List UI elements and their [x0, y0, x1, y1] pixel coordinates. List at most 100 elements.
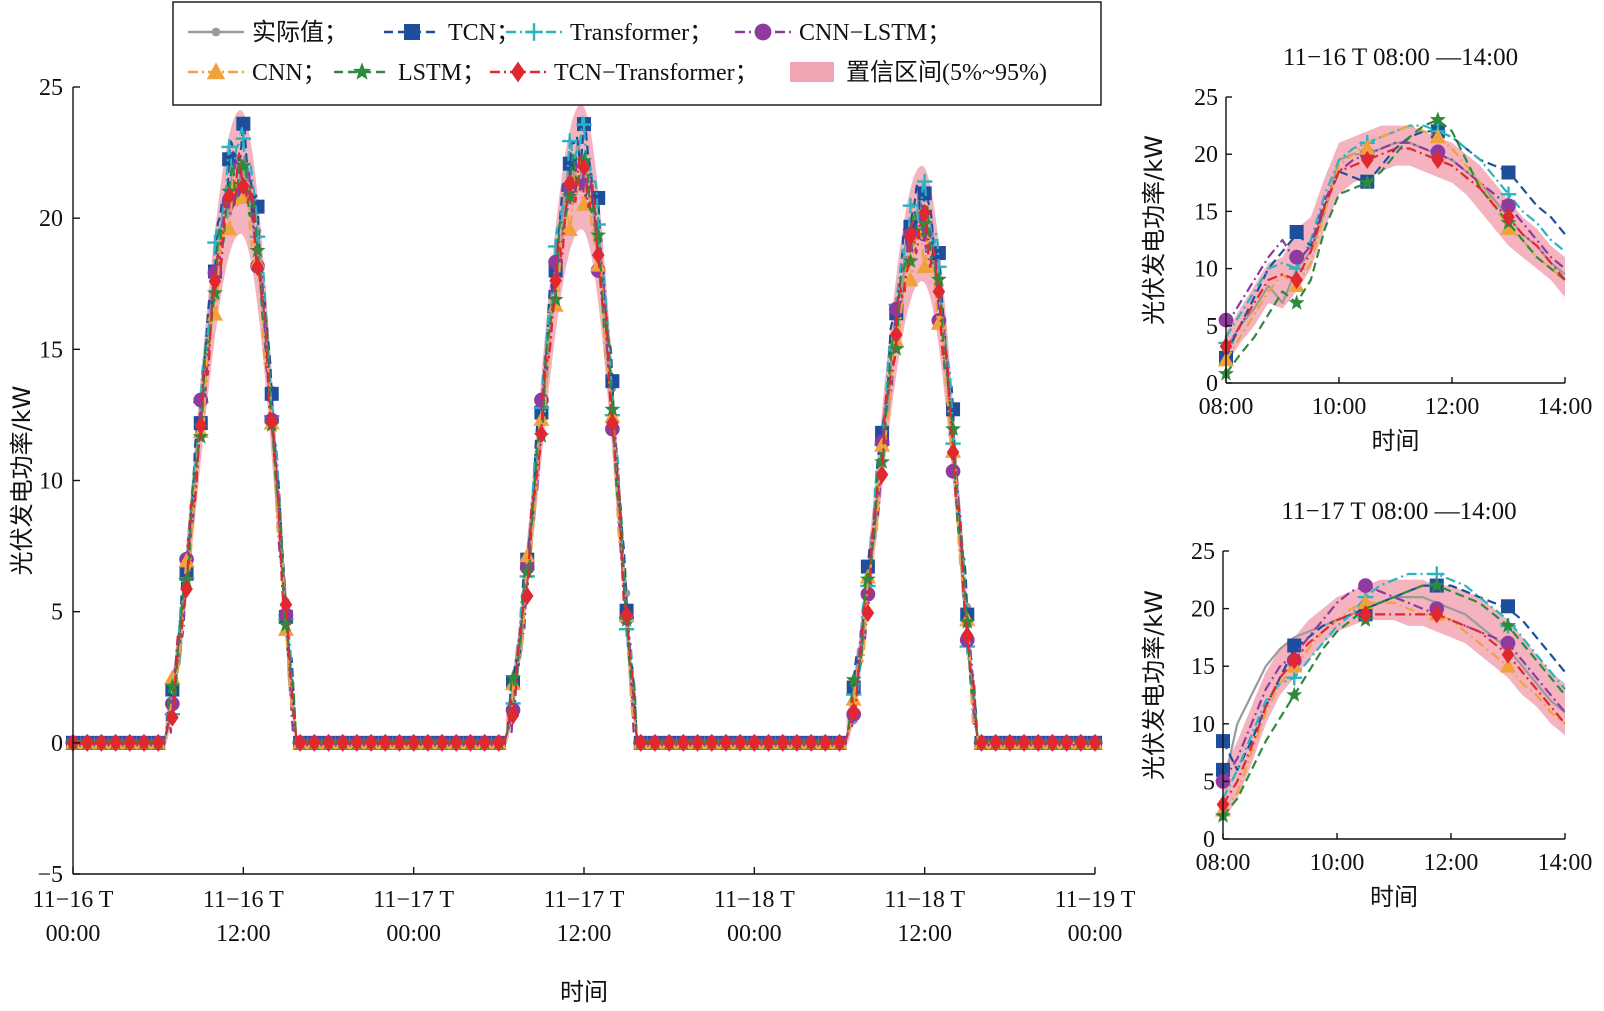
main-marker-tcn_transformer-61 — [932, 282, 946, 301]
main-marker-tcn_transformer-56 — [861, 603, 875, 623]
main-marker-lstm-58 — [888, 340, 905, 356]
main-marker-tcn_transformer-23 — [393, 733, 406, 752]
main-marker-tcn-11 — [222, 152, 237, 167]
inset1-y-axis-title: 光伏发电功率/kW — [1140, 135, 1168, 325]
main-marker-transformer-60 — [916, 173, 933, 190]
inset2-x-axis-title: 时间 — [1370, 883, 1418, 911]
inset1-marker-cnn_lstm-1 — [1289, 249, 1304, 265]
legend-swatch-band — [790, 62, 834, 82]
main-x-tick-label-time: 12:00 — [557, 921, 612, 947]
main-marker-lstm-56 — [859, 570, 876, 587]
main-marker-tcn_transformer-25 — [421, 733, 435, 752]
main-marker-lstm-34 — [547, 291, 564, 307]
inset2-marker-tcn_transformer-3 — [1430, 605, 1444, 624]
main-marker-tcn_transformer-30 — [492, 733, 506, 752]
main-series-cnn_lstm — [65, 152, 1103, 751]
main-marker-tcn_transformer-65 — [989, 733, 1002, 752]
main-marker-tcn_transformer-6 — [151, 733, 165, 752]
main-marker-transformer-59 — [902, 197, 919, 214]
main-marker-tcn_transformer-60 — [918, 203, 931, 222]
main-y-tick-label: 10 — [39, 469, 63, 495]
main-marker-tcn_transformer-49 — [762, 733, 775, 752]
inset1-y-tick-label: 0 — [1206, 371, 1218, 397]
inset2-marker-transformer-0 — [1286, 670, 1302, 686]
main-marker-tcn_transformer-27 — [449, 733, 463, 752]
main-marker-transformer-36 — [576, 116, 592, 133]
legend-label-actual: 实际值； — [252, 19, 348, 46]
main-marker-tcn_transformer-57 — [875, 465, 889, 484]
main-marker-tcn_transformer-31 — [506, 706, 520, 725]
main-marker-tcn_transformer-40 — [634, 733, 648, 752]
main-marker-tcn_transformer-11 — [222, 187, 236, 206]
main-y-tick-label: 25 — [39, 75, 63, 101]
main-x-tick-label-time: 00:00 — [386, 921, 441, 947]
main-marker-tcn_transformer-66 — [1003, 733, 1017, 752]
inset1-y-tick-label: 15 — [1194, 199, 1218, 225]
main-marker-tcn_transformer-24 — [407, 733, 420, 752]
main-marker-tcn_transformer-22 — [378, 733, 392, 752]
main-axes: −5 0 5 10 15 20 25 11−16 T 00:00 11−16 T 12:00 11−1… — [33, 75, 1136, 947]
main-marker-tcn_transformer-43 — [677, 733, 690, 752]
inset1-marker-tcn-4 — [1501, 165, 1516, 180]
inset2-marker-cnn_lstm-2 — [1358, 578, 1373, 593]
inset1-y-tick-label: 5 — [1206, 314, 1218, 340]
main-marker-tcn_transformer-39 — [620, 605, 633, 624]
main-marker-tcn_transformer-50 — [776, 733, 790, 752]
inset2-marker-tcn_transformer-4 — [1501, 645, 1515, 664]
inset1-line-transformer — [1225, 124, 1566, 338]
inset1-series-tcn_transformer — [1219, 147, 1566, 356]
inset2-y-tick-label: 25 — [1191, 539, 1215, 565]
inset-chart-day1: 11−16 T 08:00 —14:00 0 5 10 15 20 25 08:00 10:0… — [1140, 44, 1592, 455]
main-x-tick-label-date: 11−19 T — [1055, 887, 1136, 913]
main-marker-lstm-37 — [590, 226, 607, 243]
inset2-marker-lstm-3 — [1428, 577, 1445, 593]
main-marker-cnn-55 — [845, 690, 862, 706]
main-x-tick-label-date: 11−16 T — [203, 887, 284, 913]
main-marker-tcn_transformer-47 — [733, 733, 747, 752]
main-marker-tcn_transformer-44 — [691, 733, 704, 752]
inset1-marker-lstm-2 — [1359, 174, 1376, 190]
main-marker-cnn-60 — [916, 258, 933, 274]
main-marker-tcn_transformer-28 — [464, 733, 477, 752]
legend-item-actual: 实际值； — [188, 19, 348, 46]
main-marker-tcn_transformer-18 — [322, 733, 335, 752]
main-marker-tcn_transformer-1 — [80, 733, 94, 752]
main-marker-tcn-38 — [605, 374, 620, 389]
main-series-tcn_transformer — [66, 152, 1102, 752]
main-y-tick-label: −5 — [37, 862, 63, 888]
main-marker-lstm-7 — [164, 678, 181, 694]
inset2-y-tick-label: 10 — [1191, 712, 1215, 738]
inset2-x-tick-label: 12:00 — [1424, 850, 1479, 876]
inset1-y-tick-label: 10 — [1194, 257, 1218, 283]
main-marker-tcn_transformer-54 — [833, 733, 846, 752]
main-marker-cnn-35 — [561, 221, 578, 236]
main-marker-lstm-61 — [930, 271, 947, 287]
main-marker-tcn_transformer-52 — [804, 733, 818, 752]
inset2-marker-tcn-5 — [1501, 599, 1515, 614]
main-marker-lstm-38 — [604, 401, 621, 417]
main-marker-tcn_transformer-3 — [109, 733, 122, 752]
main-marker-tcn_transformer-46 — [719, 733, 733, 752]
inset1-marker-tcn_transformer-4 — [1502, 208, 1515, 227]
main-marker-transformer-35 — [562, 133, 578, 149]
main-marker-lstm-12 — [235, 157, 252, 174]
inset2-y-tick-label: 0 — [1203, 827, 1215, 853]
main-x-tick-label-time: 12:00 — [897, 921, 952, 947]
main-marker-tcn_transformer-36 — [577, 158, 591, 177]
main-marker-lstm-13 — [249, 242, 266, 258]
legend-item-ci: 置信区间(5%~95%) — [790, 59, 1047, 86]
main-marker-tcn_transformer-19 — [336, 733, 349, 752]
legend-box — [172, 1, 1102, 106]
main-x-tick-label-time: 00:00 — [1068, 921, 1123, 947]
main-marker-tcn_transformer-72 — [1088, 733, 1102, 752]
inset1-x-tick-label: 08:00 — [1199, 394, 1254, 420]
inset2-y-axis-title: 光伏发电功率/kW — [1140, 590, 1168, 780]
inset1-confidence-band-layer — [1226, 125, 1565, 366]
legend-swatch-marker-cnn_lstm — [754, 23, 772, 41]
main-x-tick-label-date: 11−16 T — [33, 887, 114, 913]
legend-item-cnn: CNN； — [188, 60, 327, 86]
legend-swatch-marker-tcn_transformer — [510, 61, 526, 83]
inset2-marker-cnn-4 — [1499, 657, 1517, 673]
inset2-marker-lstm-1 — [1286, 686, 1303, 702]
inset1-axes: 0 5 10 15 20 25 08:00 10:00 12:00 14:00 — [1194, 85, 1592, 420]
